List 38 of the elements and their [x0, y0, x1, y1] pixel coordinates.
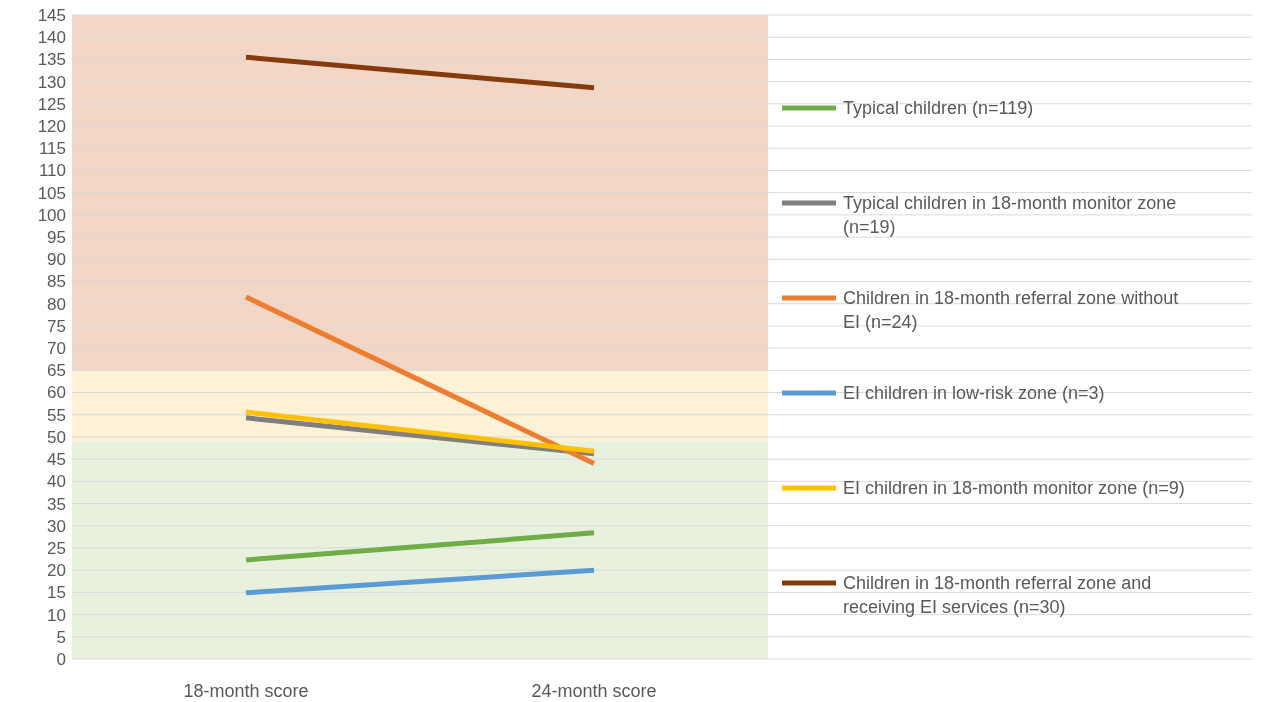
x-tick-label: 18-month score [183, 681, 309, 701]
y-tick-label: 110 [38, 161, 66, 181]
x-tick-label: 24-month score [531, 681, 657, 701]
y-tick-label: 40 [47, 472, 66, 492]
y-tick-label: 120 [37, 116, 66, 136]
legend-label: Children in 18-month referral zone and receiving EI services (n=30) [843, 573, 1152, 617]
y-tick-label: 115 [38, 139, 66, 159]
y-tick-label: 105 [37, 183, 66, 203]
y-tick-label: 35 [47, 494, 66, 514]
legend-label: Typical children in 18-month monitor zone (n=19) [843, 193, 1177, 237]
legend-label: Typical children (n=119) [843, 98, 1034, 118]
y-tick-label: 55 [47, 405, 66, 425]
y-tick-label: 100 [37, 205, 66, 225]
y-tick-label: 75 [47, 316, 66, 336]
y-tick-label: 5 [56, 627, 66, 647]
y-tick-label: 15 [47, 583, 66, 603]
y-tick-label: 60 [47, 383, 66, 403]
y-tick-label: 135 [37, 50, 66, 70]
y-tick-label: 85 [47, 272, 66, 292]
y-tick-label: 45 [47, 450, 66, 470]
y-tick-label: 50 [47, 427, 66, 447]
legend-label: EI children in low-risk zone (n=3) [843, 383, 1105, 403]
y-tick-label: 140 [37, 28, 66, 48]
y-tick-label: 10 [47, 605, 66, 625]
legend-label: Children in 18-month referral zone without EI (n=24) [843, 288, 1179, 332]
y-tick-label: 130 [37, 72, 66, 92]
y-tick-label: 125 [37, 94, 66, 114]
legend-label: EI children in 18-month monitor zone (n=9) [843, 478, 1185, 498]
y-tick-label: 0 [56, 649, 66, 669]
y-tick-label: 20 [47, 561, 66, 581]
y-tick-label: 80 [47, 294, 66, 314]
y-tick-label: 90 [47, 250, 66, 270]
y-tick-label: 30 [47, 516, 66, 536]
y-tick-label: 145 [37, 5, 66, 25]
y-tick-label: 95 [47, 228, 66, 248]
y-tick-label: 25 [47, 538, 66, 558]
y-tick-label: 70 [47, 339, 66, 359]
y-tick-label: 65 [47, 361, 66, 381]
